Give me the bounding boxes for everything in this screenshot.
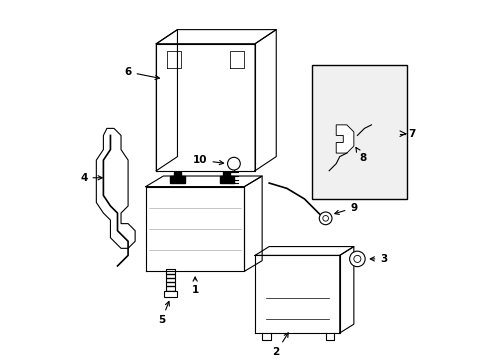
Polygon shape: [244, 176, 262, 271]
Text: 3: 3: [369, 254, 387, 264]
Text: 5: 5: [158, 301, 169, 325]
Bar: [220, 176, 233, 183]
Polygon shape: [96, 129, 135, 248]
Text: 8: 8: [355, 148, 366, 163]
Bar: [164, 291, 176, 297]
Text: 9: 9: [334, 203, 357, 215]
Circle shape: [322, 216, 328, 221]
Polygon shape: [156, 30, 177, 171]
Polygon shape: [145, 186, 244, 271]
Polygon shape: [156, 44, 255, 171]
Bar: [311, 65, 406, 199]
Text: 1: 1: [191, 277, 198, 295]
Circle shape: [319, 212, 331, 225]
Bar: [170, 176, 184, 183]
Bar: [223, 172, 230, 176]
Polygon shape: [156, 30, 276, 44]
Circle shape: [349, 251, 365, 267]
Polygon shape: [145, 176, 262, 186]
Polygon shape: [255, 255, 339, 333]
Polygon shape: [336, 125, 353, 153]
Polygon shape: [255, 30, 276, 171]
Text: 2: 2: [272, 333, 287, 357]
Polygon shape: [255, 247, 353, 255]
Text: 4: 4: [80, 173, 102, 183]
Text: 7: 7: [407, 129, 415, 139]
Circle shape: [227, 157, 240, 170]
Text: 10: 10: [193, 155, 223, 165]
Bar: [174, 172, 181, 176]
Text: 6: 6: [124, 67, 159, 80]
Polygon shape: [339, 247, 353, 333]
Circle shape: [353, 255, 360, 262]
